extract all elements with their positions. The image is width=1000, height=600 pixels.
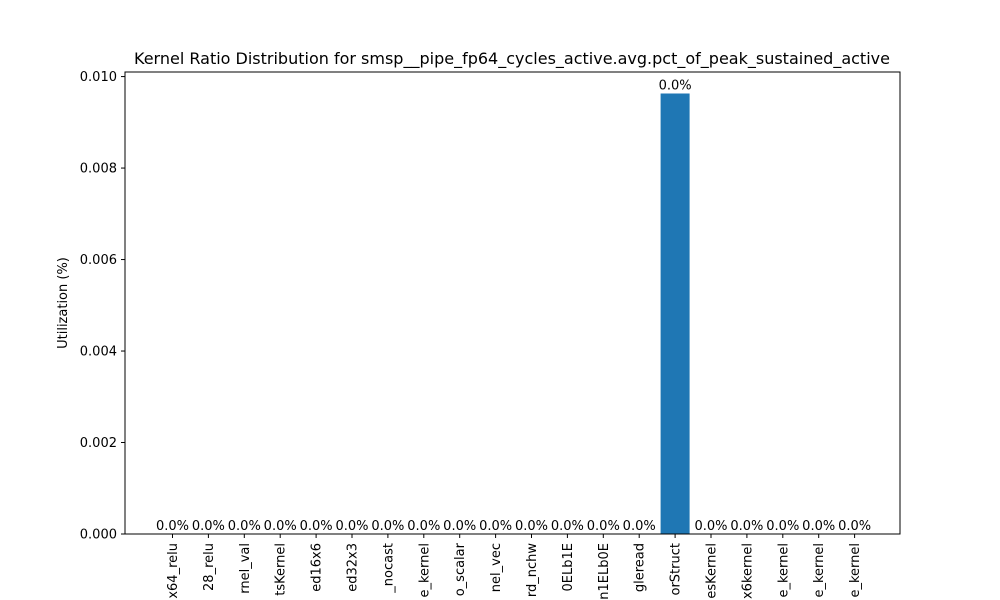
x-tick-label: e_kernel [812,543,827,598]
plot-area-frame [124,71,901,535]
x-tick-label: esKernel [705,543,720,599]
x-tick-label: ed16x6 [310,543,325,592]
x-tick-label: ed32x3 [346,543,361,592]
bar-value-label: 0.0% [479,519,512,534]
y-tick-label: 0.010 [80,70,117,85]
bar-value-label: 0.0% [515,519,548,534]
x-tick-label: tsKernel [274,543,289,596]
x-tick-label: orStruct [669,543,684,595]
bar-value-label: 0.0% [730,519,763,534]
bar-value-label: 0.0% [694,519,727,534]
bar-value-label: 0.0% [802,519,835,534]
x-tick-label: rnel_val [238,543,253,594]
bar-value-label: 0.0% [228,519,261,534]
bar-value-label: 0.0% [264,519,297,534]
bar-value-label: 0.0% [156,519,189,534]
y-tick-label: 0.006 [80,253,117,268]
x-tick-label: o_scalar [453,542,468,596]
bar-value-label: 0.0% [838,519,871,534]
x-tick-label: gleread [633,543,648,592]
bar-value-label: 0.0% [443,519,476,534]
bar-value-label: 0.0% [407,519,440,534]
x-tick-label: e_kernel [417,543,432,598]
x-tick-label: e_kernel [776,543,791,598]
y-axis-label: Utilization (%) [56,257,71,349]
bar-value-label: 0.0% [623,519,656,534]
bar-value-label: 0.0% [335,519,368,534]
bar-value-label: 0.0% [192,519,225,534]
bar-value-label: 0.0% [551,519,584,534]
x-tick-label: e_kernel [848,543,863,598]
y-tick-label: 0.000 [80,528,117,543]
x-tick-label: nel_vec [489,543,504,592]
y-tick-label: 0.002 [80,436,117,451]
x-tick-label: 0ELb1E [561,543,576,591]
x-tick-label: _nocast [381,543,396,594]
bar [660,93,690,534]
bar-value-label: 0.0% [300,519,333,534]
x-tick-label: rd_nchw [525,543,540,597]
x-tick-label: n1ELb0E [597,543,612,600]
bar-value-label: 0.0% [766,519,799,534]
bar-value-label: 0.0% [371,519,404,534]
x-tick-label: 28_relu [202,543,217,591]
bar-value-label: 0.0% [587,519,620,534]
bar-value-label: 0.0% [659,78,692,93]
data-labels-group: 0.0% 0.0% 0.0% 0.0% 0.0% 0.0% 0.0% 0.0% 0.0% 0.0%… [156,78,871,534]
bars-group [660,93,690,534]
y-axis-ticks: 0.000 0.002 0.004 0.006 0.008 0.010 [80,70,125,543]
x-tick-label: x6kernel [740,543,755,599]
x-tick-label: x64_relu [166,543,181,599]
y-tick-label: 0.008 [80,162,117,177]
chart-title: Kernel Ratio Distribution for smsp__pipe… [134,49,890,69]
x-axis-ticks: x64_relu 28_relu rnel_val tsKernel ed16x6 ed3… [166,534,863,600]
y-tick-label: 0.004 [80,345,117,360]
